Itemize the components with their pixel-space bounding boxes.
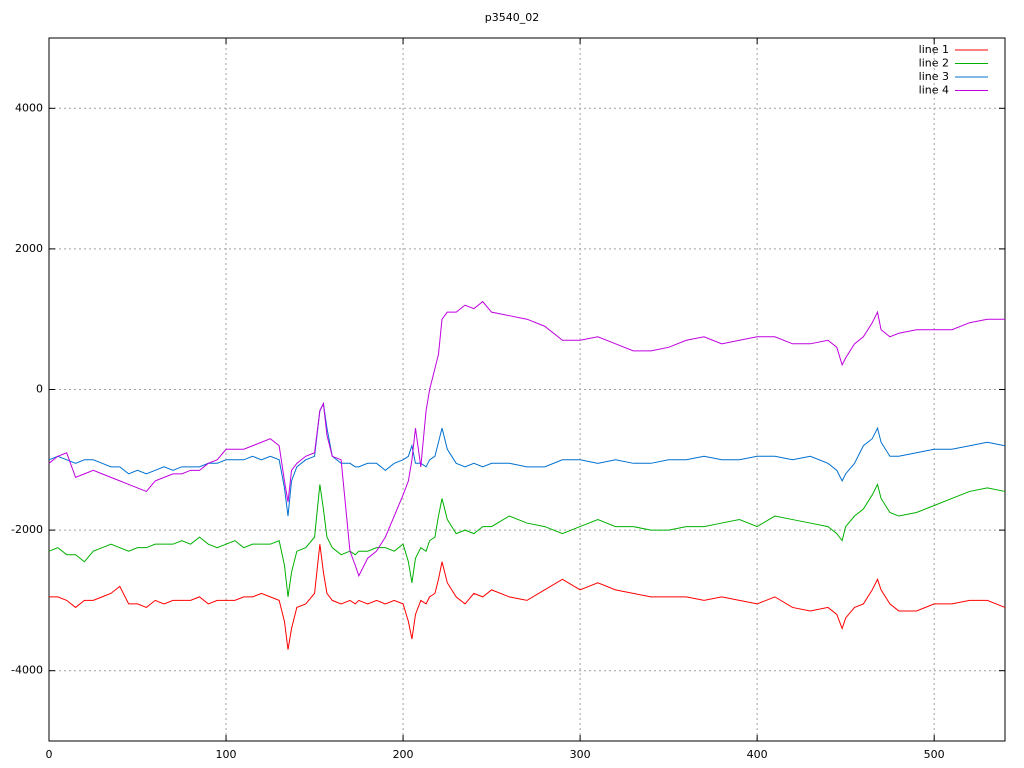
x-tick-label: 500 — [924, 748, 945, 761]
y-tick-label: 2000 — [15, 242, 43, 255]
legend-label: line 3 — [919, 70, 949, 83]
y-tick-label: -2000 — [11, 523, 43, 536]
series-line — [48, 482, 1006, 597]
x-tick-label: 400 — [747, 748, 768, 761]
plot-frame — [48, 37, 1006, 742]
y-tick-label: 0 — [36, 383, 43, 396]
x-tick-label: 300 — [570, 748, 591, 761]
series-line — [48, 300, 1005, 578]
chart-title: p3540_02 — [485, 11, 539, 24]
x-tick-label: 100 — [216, 748, 237, 761]
x-tick-label: 200 — [393, 748, 414, 761]
y-tick-label: 4000 — [15, 101, 43, 114]
legend-label: line 1 — [919, 43, 949, 56]
x-tick-label: 0 — [46, 748, 53, 761]
y-tick-label: -4000 — [11, 664, 43, 677]
series-line — [48, 401, 1006, 517]
legend-label: line 2 — [919, 57, 949, 70]
series-line — [49, 544, 1006, 650]
legend-label: line 4 — [919, 84, 949, 97]
